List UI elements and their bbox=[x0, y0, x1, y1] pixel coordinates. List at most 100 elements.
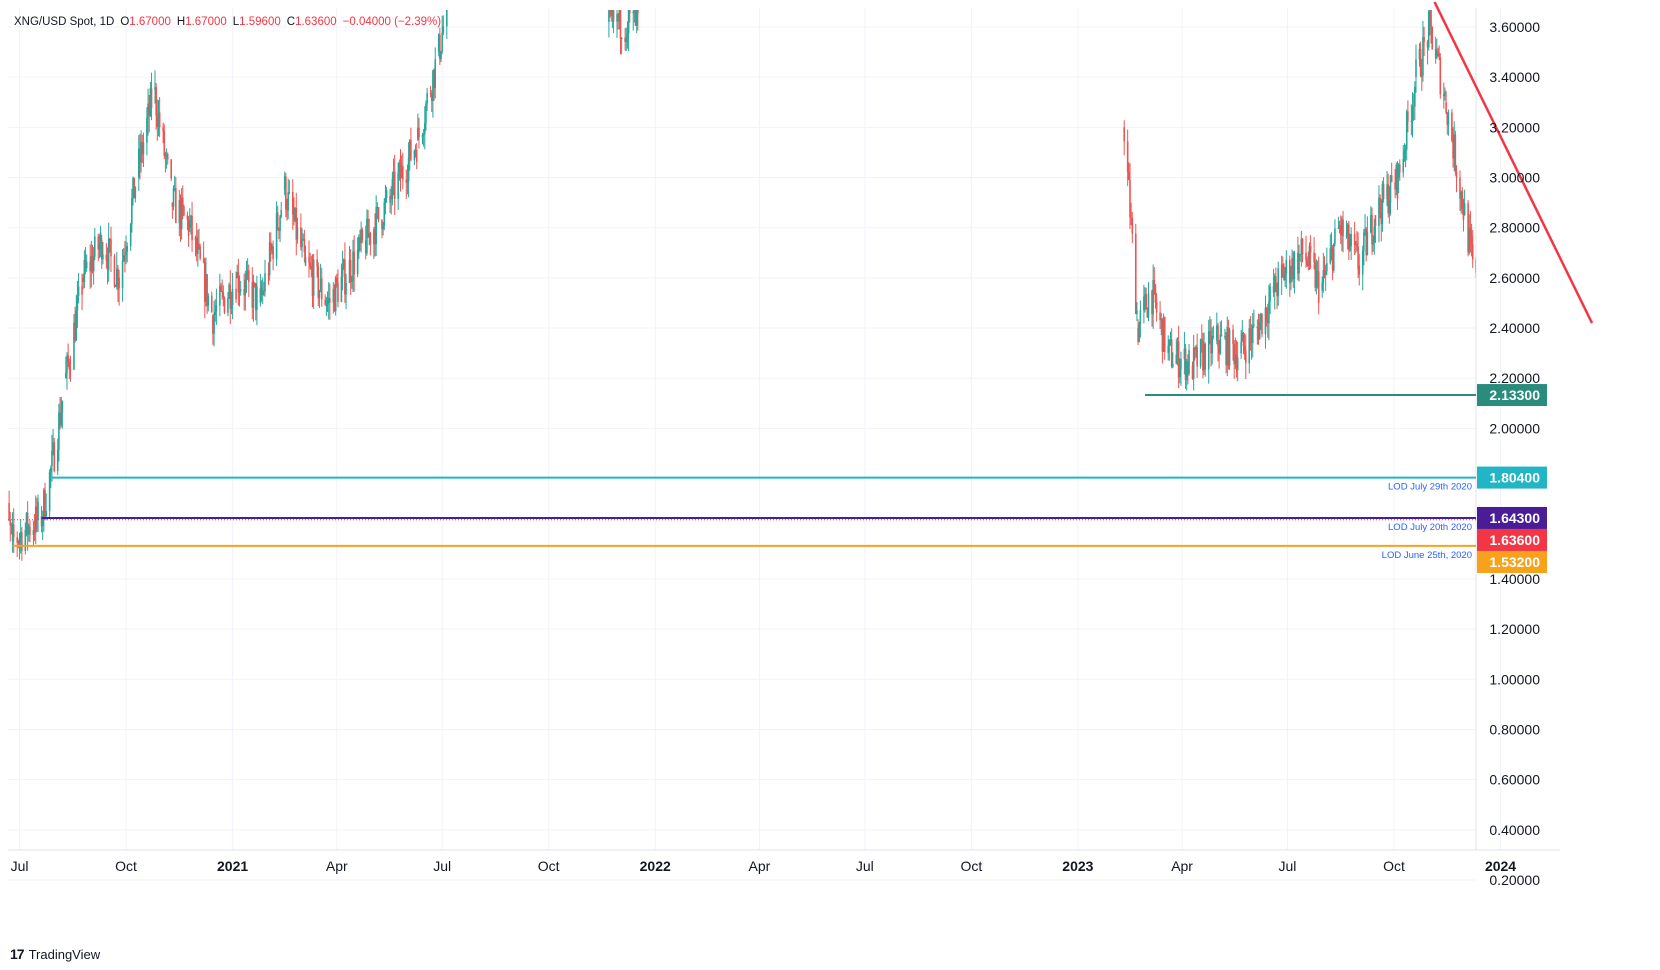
candle-body bbox=[1485, 291, 1487, 325]
candle-body bbox=[399, 162, 402, 179]
candle-body bbox=[1176, 341, 1179, 355]
candle-body bbox=[1232, 329, 1234, 345]
candle-body bbox=[275, 212, 278, 260]
candle-body bbox=[342, 259, 345, 267]
candle-body bbox=[1258, 321, 1261, 340]
candle-body bbox=[1438, 53, 1440, 58]
candle-body bbox=[1551, 425, 1553, 447]
candle-body bbox=[1403, 150, 1406, 159]
high-value: 1.67000 bbox=[185, 16, 227, 28]
candle-body bbox=[181, 197, 184, 207]
candle-body bbox=[628, 10, 631, 14]
open-value: 1.67000 bbox=[129, 16, 171, 28]
candle-body bbox=[295, 207, 298, 240]
price-axis[interactable]: 3.60000 3.40000 3.20000 3.00000 2.80000 2.600… bbox=[1489, 19, 1540, 888]
price-badge bbox=[1477, 550, 1547, 573]
candle-body bbox=[413, 150, 416, 160]
time-tick-label: Apr bbox=[326, 858, 348, 874]
candle-body bbox=[327, 298, 330, 303]
candle-body bbox=[1381, 184, 1384, 224]
candle-body bbox=[1561, 461, 1563, 492]
candle-body bbox=[1244, 351, 1247, 364]
candle-body bbox=[1394, 182, 1396, 190]
candle-body bbox=[1446, 112, 1449, 125]
candle-body bbox=[1502, 249, 1504, 265]
candle-body bbox=[430, 93, 433, 102]
candle-body bbox=[320, 278, 323, 300]
candle-body bbox=[316, 259, 318, 267]
candle-body bbox=[1172, 363, 1174, 367]
candle-body bbox=[1169, 339, 1172, 341]
chart-header: XNG/USD Spot, 1D O1.67000 H1.67000 L1.59600… bbox=[14, 16, 441, 28]
candle-body bbox=[99, 232, 102, 245]
candle-body bbox=[1525, 299, 1527, 315]
candle-body bbox=[179, 200, 182, 230]
candle-body bbox=[1131, 218, 1134, 234]
candle-body bbox=[129, 224, 132, 247]
candle-body bbox=[620, 37, 623, 40]
candle-body bbox=[215, 305, 218, 312]
candle-body bbox=[1354, 243, 1357, 245]
candle-body bbox=[210, 295, 213, 312]
candle-body bbox=[609, 4, 611, 10]
candle-body bbox=[238, 290, 241, 293]
candle-body bbox=[424, 123, 426, 134]
candle-body bbox=[1365, 229, 1368, 256]
candle-body bbox=[1282, 264, 1284, 269]
candle-body bbox=[1324, 271, 1327, 275]
candle-body bbox=[1366, 232, 1369, 256]
candle-body bbox=[366, 218, 368, 254]
candle-body bbox=[611, 10, 614, 16]
candle-body bbox=[221, 290, 223, 293]
candle-body bbox=[66, 355, 68, 373]
candle-body bbox=[1180, 359, 1182, 369]
candle-body bbox=[1204, 343, 1207, 370]
candle-body bbox=[1159, 312, 1161, 321]
time-axis[interactable]: Jul Oct 2021 Apr Jul Oct 2022 Apr Jul Oct 2023 Apr J… bbox=[11, 858, 1517, 874]
candle-body bbox=[1452, 140, 1454, 159]
candle-body bbox=[373, 229, 375, 245]
candle-body bbox=[1395, 164, 1398, 190]
candle-body bbox=[618, 10, 621, 22]
price-badges: 2.13300 1.80400 1.64300 1.63600 1.53200 bbox=[1477, 384, 1547, 573]
candle-body bbox=[319, 278, 322, 291]
candle-body bbox=[1356, 243, 1358, 247]
price-tick-label: 2.40000 bbox=[1489, 320, 1540, 336]
candle-body bbox=[235, 288, 237, 300]
candle-body bbox=[1297, 252, 1299, 274]
candle-body bbox=[1374, 215, 1377, 227]
candle-body bbox=[610, 10, 613, 16]
candle-body bbox=[1187, 361, 1189, 374]
candle-body bbox=[1264, 307, 1267, 335]
candle-body bbox=[414, 149, 417, 151]
candle-body bbox=[261, 290, 264, 296]
candle-body bbox=[312, 259, 315, 296]
candle-body bbox=[37, 501, 39, 520]
candle-body bbox=[1509, 240, 1511, 245]
candle-body bbox=[1151, 290, 1153, 315]
candle-body bbox=[1444, 91, 1446, 97]
candle-body bbox=[222, 292, 225, 298]
candle-body bbox=[1566, 480, 1568, 500]
candle-body bbox=[68, 362, 71, 370]
candle-body bbox=[134, 187, 137, 199]
candle-body bbox=[1414, 87, 1416, 107]
candle-body bbox=[150, 88, 153, 108]
candle-body bbox=[1358, 265, 1361, 275]
candle-body bbox=[24, 529, 27, 551]
candle-body bbox=[1216, 325, 1218, 341]
candle-body bbox=[1185, 361, 1188, 381]
candle-body bbox=[296, 227, 299, 240]
price-tick-label: 0.60000 bbox=[1489, 772, 1540, 788]
candle-body bbox=[1251, 326, 1254, 344]
candle-body bbox=[1330, 247, 1333, 249]
candle-body bbox=[383, 202, 386, 226]
candle-body bbox=[213, 315, 215, 334]
tradingview-watermark[interactable]: 17 TradingView bbox=[10, 946, 100, 962]
candle-body bbox=[433, 70, 435, 89]
candle-body bbox=[1517, 248, 1519, 262]
candle-body bbox=[1145, 294, 1147, 310]
candle-body bbox=[1224, 335, 1226, 337]
candle-body bbox=[154, 87, 156, 90]
